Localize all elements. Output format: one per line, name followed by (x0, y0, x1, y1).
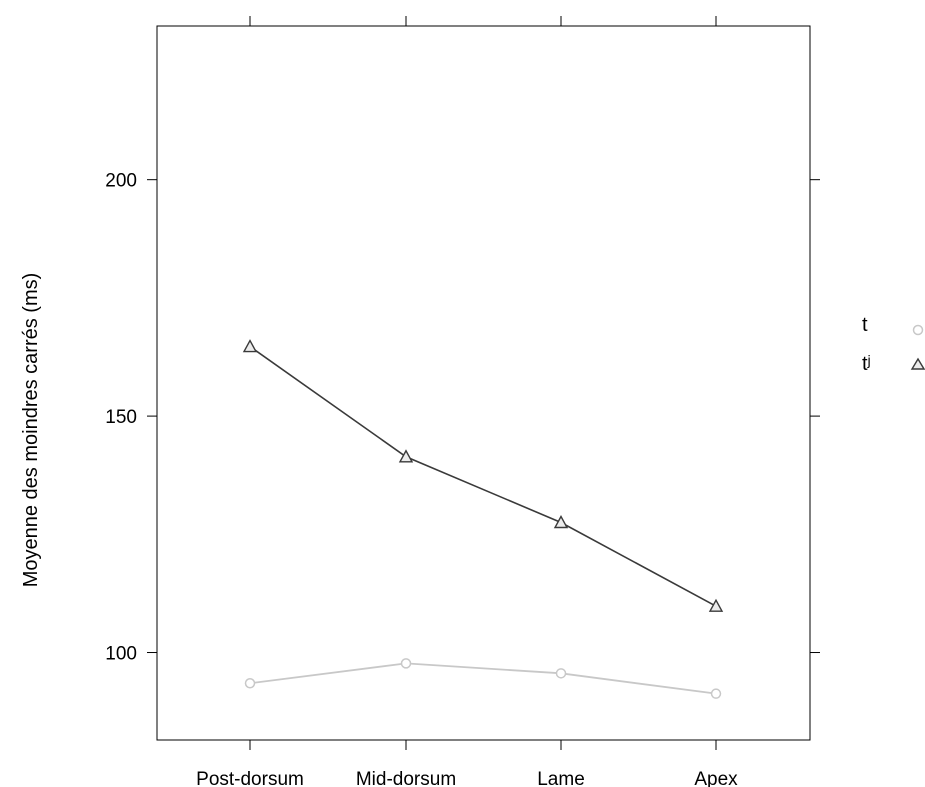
y-axis-label: Moyenne des moindres carrés (ms) (20, 273, 42, 588)
x-tick-label-lame: Lame (537, 769, 585, 787)
series-line-circle (249, 662, 717, 695)
plot-frame (156, 25, 811, 741)
point-triangle-lame (553, 515, 569, 529)
point-circle-apex (710, 688, 722, 699)
point-circle-lame (555, 668, 567, 679)
series-line-triangle (249, 345, 717, 607)
legend-marker-circle (912, 324, 924, 336)
x-axis-ticks: Post-dorsum Mid-dorsum Lame Apex (196, 16, 738, 787)
point-triangle-mid-dorsum (398, 449, 414, 463)
legend-label-circle: t (862, 314, 868, 336)
point-circle-post-dorsum (244, 678, 256, 689)
x-tick-label-apex: Apex (694, 769, 738, 787)
series-circle (244, 658, 722, 699)
y-axis-ticks: 100 150 200 (105, 171, 820, 665)
point-triangle-apex (708, 598, 724, 612)
series-triangle (242, 339, 724, 612)
legend-label-triangle: tʲ (862, 353, 871, 375)
y-tick-label-150: 150 (105, 407, 137, 428)
x-tick-label-post-dorsum: Post-dorsum (196, 769, 304, 787)
legend-marker-triangle (910, 357, 925, 370)
series-layer (242, 339, 724, 699)
y-tick-label-200: 200 (105, 171, 137, 192)
x-tick-label-mid-dorsum: Mid-dorsum (356, 769, 456, 787)
legend: t tʲ (862, 314, 925, 375)
point-triangle-post-dorsum (242, 339, 258, 353)
point-circle-mid-dorsum (400, 658, 412, 669)
y-tick-label-100: 100 (105, 644, 137, 665)
